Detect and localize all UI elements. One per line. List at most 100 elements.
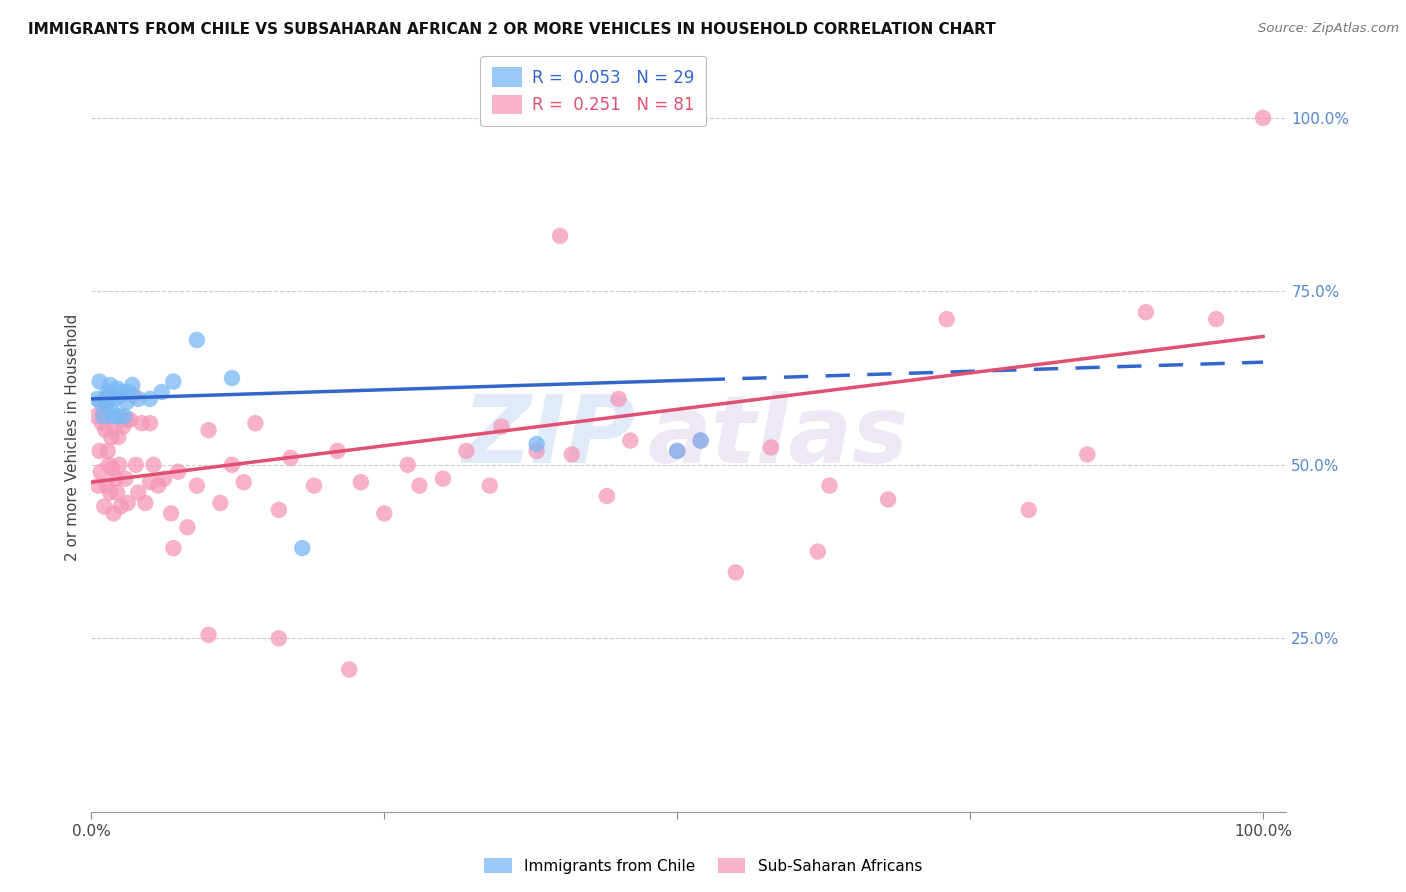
Point: [396, 458, 419, 472]
Point: [90, 416, 114, 430]
Point: [1205, 312, 1227, 326]
Point: [94, 392, 117, 406]
Point: [302, 478, 325, 492]
Point: [877, 492, 900, 507]
Point: [596, 489, 619, 503]
Point: [110, 500, 132, 514]
Point: [456, 444, 478, 458]
Text: IMMIGRANTS FROM CHILE VS SUBSAHARAN AFRICAN 2 OR MORE VEHICLES IN HOUSEHOLD CORR: IMMIGRANTS FROM CHILE VS SUBSAHARAN AFRI…: [28, 22, 995, 37]
Point: [139, 392, 162, 406]
Point: [689, 434, 711, 448]
Point: [139, 475, 162, 490]
Point: [337, 663, 360, 677]
Point: [93, 500, 115, 514]
Point: [1251, 111, 1274, 125]
Point: [1076, 447, 1098, 461]
Point: [114, 472, 136, 486]
Point: [548, 228, 571, 243]
Point: [134, 496, 156, 510]
Point: [98, 388, 120, 402]
Point: [87, 478, 110, 492]
Point: [100, 430, 122, 444]
Point: [90, 395, 112, 409]
Point: [120, 413, 141, 427]
Point: [105, 485, 128, 500]
Point: [122, 388, 145, 402]
Point: [232, 475, 254, 490]
Point: [105, 472, 127, 486]
Point: [759, 441, 782, 455]
Point: [162, 375, 184, 389]
Point: [186, 333, 208, 347]
Point: [291, 541, 314, 555]
Point: [139, 416, 162, 430]
Point: [107, 409, 129, 424]
Point: [98, 458, 120, 472]
Point: [89, 375, 111, 389]
Point: [267, 503, 290, 517]
Point: [100, 402, 122, 417]
Point: [1018, 503, 1040, 517]
Legend: R =  0.053   N = 29, R =  0.251   N = 81: R = 0.053 N = 29, R = 0.251 N = 81: [481, 56, 706, 126]
Text: Source: ZipAtlas.com: Source: ZipAtlas.com: [1258, 22, 1399, 36]
Point: [101, 461, 124, 475]
Point: [245, 416, 267, 430]
Point: [104, 419, 127, 434]
Point: [148, 478, 170, 492]
Point: [121, 378, 143, 392]
Point: [408, 478, 430, 492]
Point: [104, 392, 127, 406]
Point: [97, 444, 120, 458]
Point: [935, 312, 957, 326]
Point: [94, 423, 117, 437]
Point: [111, 419, 135, 434]
Point: [131, 416, 153, 430]
Point: [111, 384, 135, 399]
Point: [108, 458, 131, 472]
Point: [97, 384, 120, 399]
Point: [526, 444, 548, 458]
Point: [350, 475, 373, 490]
Point: [110, 388, 132, 402]
Point: [209, 496, 232, 510]
Point: [221, 458, 243, 472]
Point: [98, 485, 121, 500]
Point: [98, 378, 121, 392]
Point: [150, 384, 173, 399]
Legend: Immigrants from Chile, Sub-Saharan Africans: Immigrants from Chile, Sub-Saharan Afric…: [478, 852, 928, 880]
Point: [607, 392, 630, 406]
Point: [160, 507, 183, 521]
Point: [84, 409, 107, 424]
Point: [689, 434, 711, 448]
Point: [561, 447, 583, 461]
Point: [105, 382, 128, 396]
Point: [326, 444, 349, 458]
Point: [221, 371, 243, 385]
Point: [1135, 305, 1157, 319]
Point: [167, 465, 190, 479]
Point: [432, 472, 454, 486]
Y-axis label: 2 or more Vehicles in Household: 2 or more Vehicles in Household: [65, 313, 80, 561]
Point: [89, 444, 111, 458]
Point: [91, 409, 114, 424]
Point: [197, 423, 219, 437]
Point: [127, 392, 149, 406]
Point: [666, 444, 689, 458]
Point: [115, 413, 138, 427]
Point: [162, 541, 184, 555]
Point: [153, 472, 176, 486]
Point: [666, 444, 689, 458]
Point: [186, 478, 208, 492]
Point: [127, 485, 149, 500]
Point: [115, 395, 138, 409]
Point: [280, 450, 302, 465]
Text: ZIP: ZIP: [463, 391, 636, 483]
Point: [101, 409, 124, 424]
Point: [86, 392, 108, 406]
Point: [125, 458, 148, 472]
Point: [619, 434, 641, 448]
Point: [117, 496, 139, 510]
Text: atlas: atlas: [647, 391, 908, 483]
Point: [267, 632, 290, 646]
Point: [118, 384, 141, 399]
